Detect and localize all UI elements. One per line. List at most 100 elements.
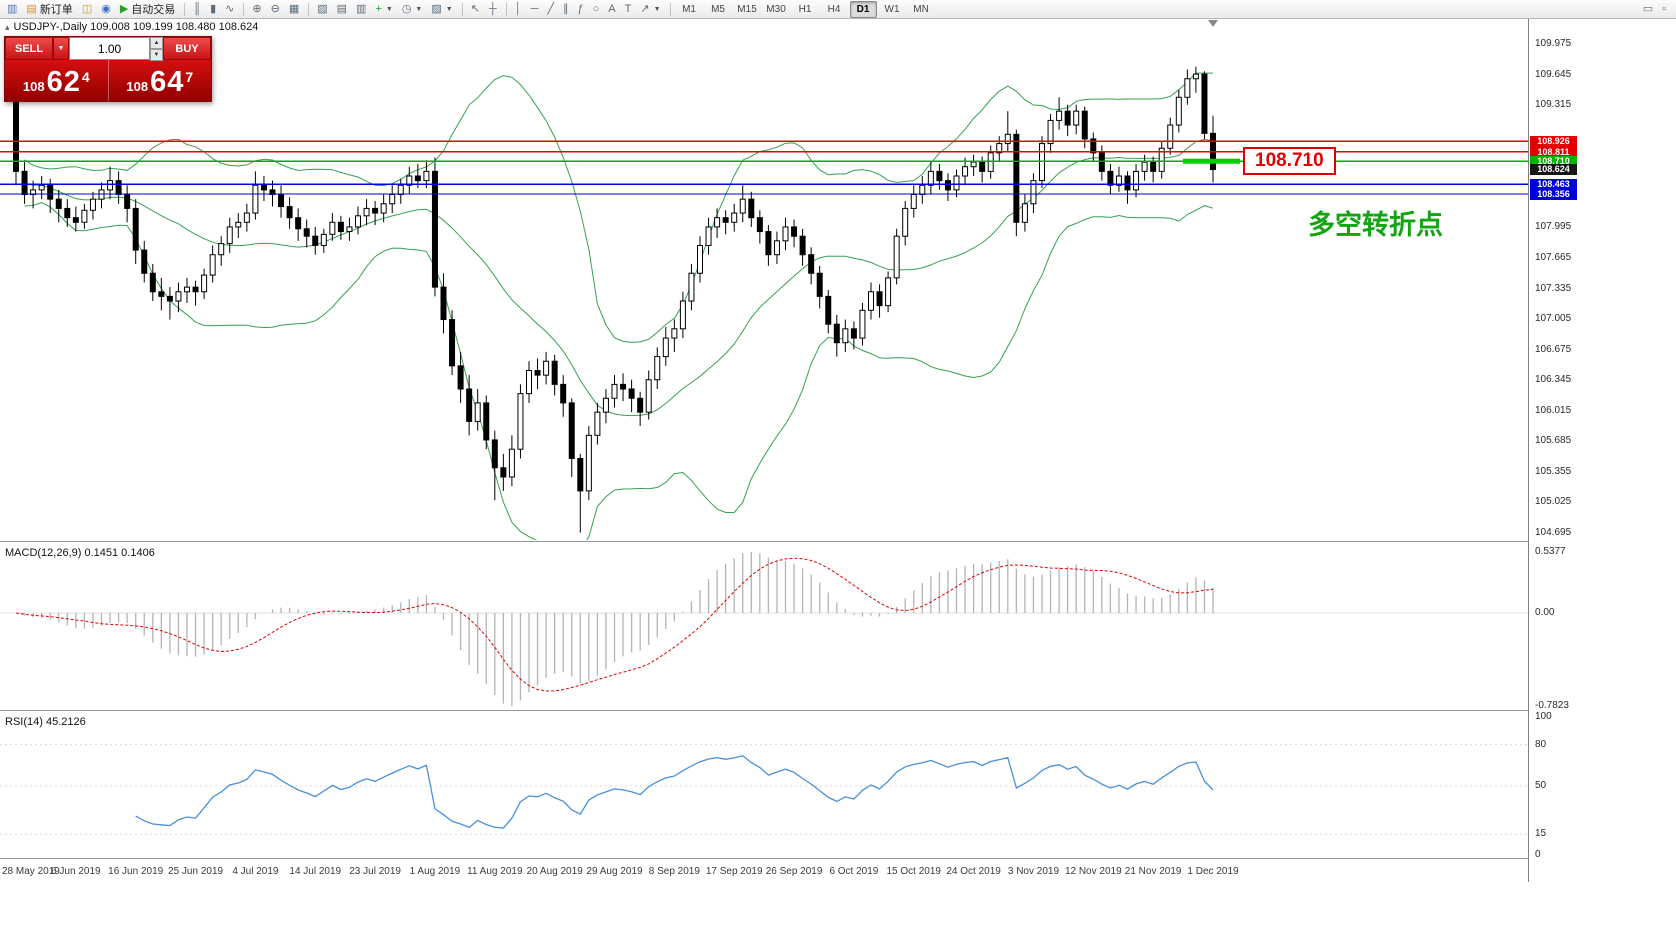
price-tag-108.356: 108.356 xyxy=(1530,188,1577,200)
price-tick: 109.645 xyxy=(1535,68,1572,80)
timeframe-w1-button[interactable]: W1 xyxy=(884,3,900,15)
channel-button[interactable]: ∥ xyxy=(559,0,573,18)
fibonacci-button[interactable]: ƒ xyxy=(574,0,588,18)
x-axis-label: 28 May 2019 xyxy=(2,866,60,877)
autotrading-button[interactable]: ▶ 自动交易 xyxy=(116,0,179,18)
arrows-button[interactable]: ↗ ▼ xyxy=(636,0,664,18)
periods-button[interactable]: ◷ ▼ xyxy=(398,0,427,18)
price-tag-108.463: 108.463 xyxy=(1530,179,1577,191)
new-order-button[interactable]: ▤ 新订单 xyxy=(22,0,76,18)
timeframe-m1-button[interactable]: M1 xyxy=(682,3,696,15)
collapse-trade-panel-icon[interactable]: ▴ xyxy=(5,22,10,32)
cascade-windows-button[interactable]: ▧ xyxy=(313,0,331,18)
timeframe-m15-button[interactable]: M15 xyxy=(737,3,757,15)
arrows-icon: ↗ xyxy=(640,2,650,15)
volume-up-icon[interactable]: ▲ xyxy=(150,37,163,49)
tile-vertical-button[interactable]: ▥ xyxy=(352,0,370,18)
candle-body xyxy=(474,402,481,422)
tile-windows-button[interactable]: ▦ xyxy=(285,0,303,18)
turning-point-annotation[interactable]: 多空转折点 xyxy=(1308,210,1443,240)
candle-body xyxy=(611,383,618,399)
candle-body xyxy=(996,143,1003,154)
crosshair-button[interactable]: ┼ xyxy=(485,0,501,18)
x-axis-label: 1 Aug 2019 xyxy=(410,866,461,877)
cursor-button[interactable]: ↖ xyxy=(467,0,484,18)
sell-price-display[interactable]: 108 62 4 xyxy=(5,60,109,101)
candle-body xyxy=(568,402,575,459)
candle-body xyxy=(201,274,208,293)
candle-body xyxy=(936,170,943,182)
trendline-button[interactable]: ╱ xyxy=(543,0,558,18)
macd-signal-line xyxy=(15,557,1214,692)
candle-body xyxy=(825,295,832,325)
trade-panel-prices: 108 62 4 108 64 7 xyxy=(5,60,211,101)
volume-dropdown-button[interactable]: ▼ xyxy=(53,37,69,60)
candle-body xyxy=(295,217,302,230)
volume-input[interactable] xyxy=(69,37,150,60)
candle-body xyxy=(508,448,515,478)
docking-button[interactable]: ▫ xyxy=(1658,0,1670,18)
text-label-button[interactable]: T xyxy=(621,0,636,18)
text-button[interactable]: A xyxy=(604,0,619,18)
sell-price-major: 108 xyxy=(22,79,45,94)
price-axis[interactable]: 109.975 109.645 109.315 107.995 107.665 107.3… xyxy=(1528,18,1676,882)
horizontal-line-icon: ─ xyxy=(530,2,539,15)
price-callout-label[interactable]: 108.710 xyxy=(1243,147,1336,175)
bar-chart-button[interactable]: ║ xyxy=(189,0,205,18)
price-panel xyxy=(13,66,1216,540)
chart-window-button[interactable]: ▭ xyxy=(1639,0,1657,18)
candlestick-chart-button[interactable]: ▮ xyxy=(206,0,220,18)
new-chart-button[interactable]: ▥ xyxy=(3,0,21,18)
line-chart-button[interactable]: ∿ xyxy=(221,0,238,18)
bar-chart-icon: ║ xyxy=(193,2,202,15)
x-axis-label: 23 Jul 2019 xyxy=(349,866,401,877)
shapes-button[interactable]: ○ xyxy=(589,0,604,18)
candle-body xyxy=(1056,110,1063,121)
horizontal-line-button[interactable]: ─ xyxy=(527,0,543,18)
volume-down-icon[interactable]: ▼ xyxy=(150,49,163,61)
price-tag-108.926: 108.926 xyxy=(1530,136,1577,148)
candle-body xyxy=(235,221,242,228)
x-axis-label: 25 Jun 2019 xyxy=(168,866,223,877)
candle-body xyxy=(440,286,447,321)
x-axis-label: 8 Sep 2019 xyxy=(649,866,701,877)
timeframe-m5-button[interactable]: M5 xyxy=(711,3,725,15)
price-tick: 109.975 xyxy=(1535,38,1572,50)
sell-button[interactable]: SELL xyxy=(5,37,53,60)
candle-body xyxy=(303,228,310,237)
docking-icon: ▫ xyxy=(1662,2,1666,15)
zoom-in-button[interactable]: ⊕ xyxy=(248,0,265,18)
templates-button[interactable]: ▨ ▼ xyxy=(427,0,456,18)
candle-body xyxy=(124,194,131,209)
dropdown-arrow-icon: ▼ xyxy=(445,5,453,13)
vertical-line-button[interactable]: │ xyxy=(511,0,526,18)
x-axis-label: 6 Jun 2019 xyxy=(51,866,101,877)
tile-horizontal-button[interactable]: ▤ xyxy=(333,0,351,18)
timeframe-mn-button[interactable]: MN xyxy=(913,3,929,15)
tile-horizontal-icon: ▤ xyxy=(336,2,348,15)
timeframe-h1-button[interactable]: H1 xyxy=(798,3,812,15)
timeframe-h4-button[interactable]: H4 xyxy=(827,3,841,15)
candle-body xyxy=(355,215,361,228)
candle-body xyxy=(1098,152,1105,172)
profiles-button[interactable]: ◫ xyxy=(78,0,96,18)
candle-body xyxy=(260,184,267,191)
candle-body xyxy=(175,291,182,302)
candle-body xyxy=(166,295,173,302)
candle-body xyxy=(645,379,652,413)
candle-body xyxy=(423,170,430,182)
zoom-out-button[interactable]: ⊖ xyxy=(267,0,284,18)
timeframe-m30-button[interactable]: M30 xyxy=(766,3,786,15)
dropdown-arrow-icon: ▼ xyxy=(653,5,661,13)
chart-shift-marker-icon[interactable] xyxy=(1208,20,1218,27)
price-tick: 106.015 xyxy=(1535,404,1572,416)
market-watch-button[interactable]: ◉ xyxy=(97,0,115,18)
buy-price-major: 108 xyxy=(126,79,149,94)
indicators-button[interactable]: + ▼ xyxy=(371,0,396,18)
timeframe-d1-button[interactable]: D1 xyxy=(849,0,877,18)
buy-price-display[interactable]: 108 64 7 xyxy=(109,60,212,101)
crosshair-icon: ┼ xyxy=(488,2,497,15)
buy-button[interactable]: BUY xyxy=(163,37,211,60)
